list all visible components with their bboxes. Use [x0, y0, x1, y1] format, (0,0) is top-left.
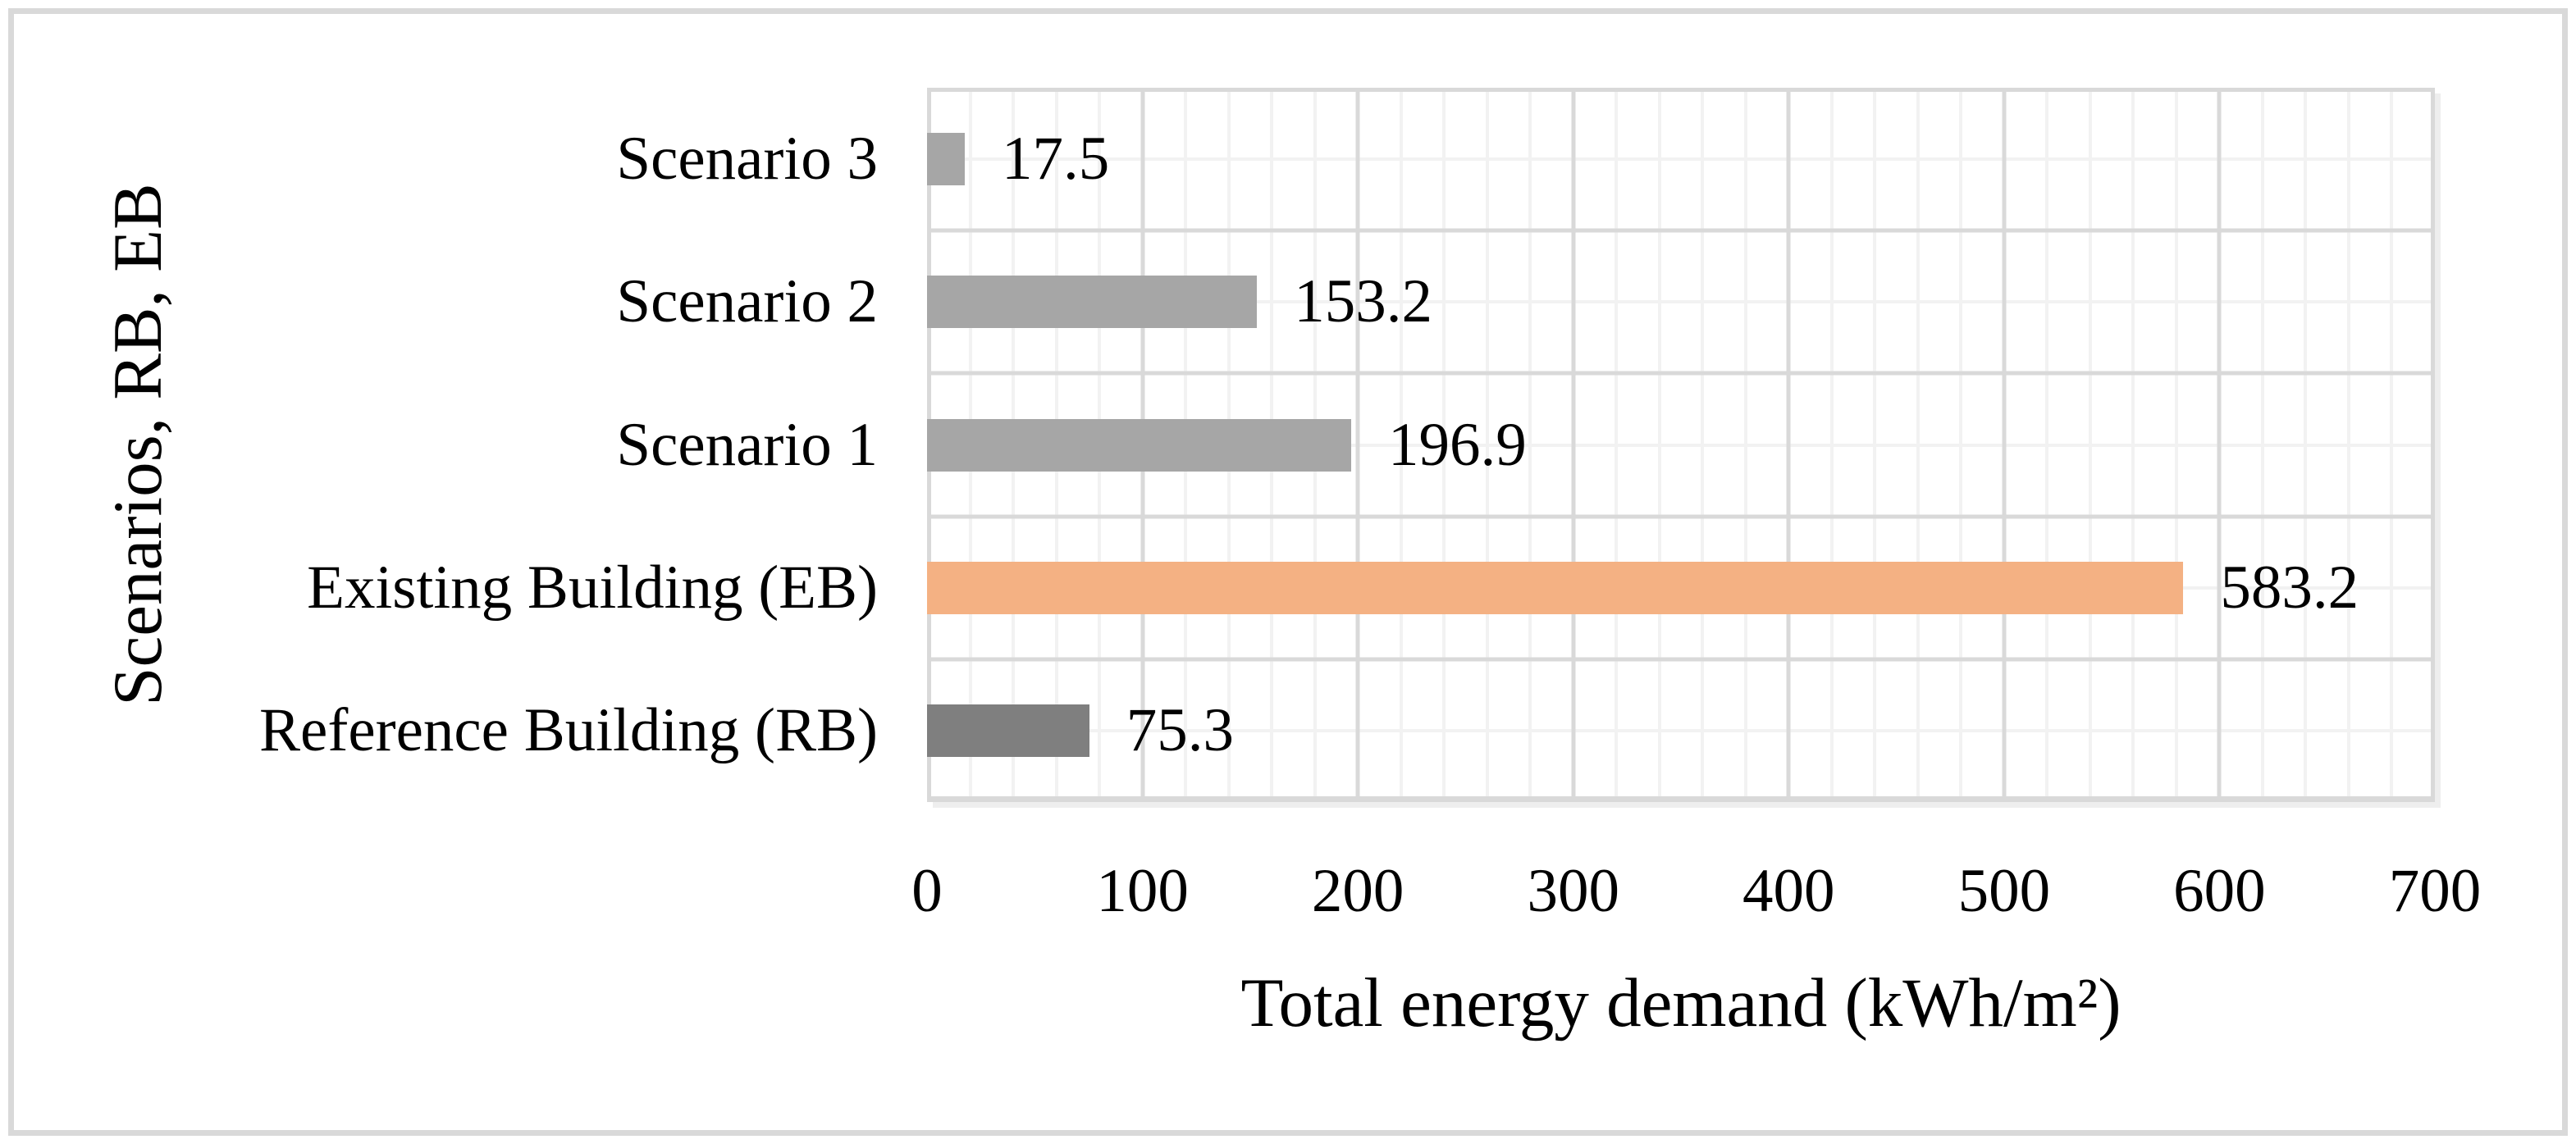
- major-horizontal-gridline: [927, 514, 2435, 519]
- x-tick-label-100: 100: [1096, 857, 1189, 925]
- major-horizontal-gridline: [927, 657, 2435, 662]
- category-label-scenario-3: Scenario 3: [616, 125, 878, 194]
- minor-horizontal-gridline: [927, 157, 2435, 162]
- x-tick-label-500: 500: [1957, 857, 2051, 925]
- major-vertical-gridline: [2431, 88, 2435, 802]
- major-vertical-gridline: [2217, 88, 2222, 802]
- category-label-scenario-1: Scenario 1: [616, 410, 878, 479]
- bar-scenario-2: [927, 276, 1258, 329]
- value-label: 583.2: [2220, 553, 2359, 622]
- major-vertical-gridline: [2002, 88, 2007, 802]
- category-label-existing-building-eb: Existing Building (EB): [307, 553, 878, 622]
- major-horizontal-gridline: [927, 796, 2435, 802]
- major-horizontal-gridline: [927, 228, 2435, 233]
- value-label: 196.9: [1388, 410, 1527, 479]
- minor-horizontal-gridline: [927, 300, 2435, 304]
- x-tick-label-400: 400: [1742, 857, 1835, 925]
- bar-reference-building-rb: [927, 704, 1089, 757]
- x-tick-label-700: 700: [2388, 857, 2482, 925]
- x-axis-title: Total energy demand (kWh/m²): [1240, 964, 2122, 1041]
- category-label-scenario-2: Scenario 2: [616, 267, 878, 336]
- bar-scenario-3: [927, 133, 965, 186]
- minor-horizontal-gridline: [927, 443, 2435, 447]
- major-vertical-gridline: [1571, 88, 1576, 802]
- major-horizontal-gridline: [927, 371, 2435, 376]
- bar-scenario-1: [927, 418, 1351, 472]
- value-label: 17.5: [1001, 125, 1110, 194]
- major-horizontal-gridline: [927, 88, 2435, 92]
- minor-horizontal-gridline: [927, 728, 2435, 732]
- category-label-reference-building-rb: Reference Building (RB): [259, 695, 878, 764]
- bar-existing-building-eb: [927, 561, 2184, 614]
- x-tick-label-300: 300: [1527, 857, 1619, 925]
- value-label: 153.2: [1294, 267, 1432, 336]
- plot-area: 17.5 153.2 196.9 583.2 75.3: [927, 88, 2435, 802]
- major-vertical-gridline: [1355, 88, 1360, 802]
- x-tick-label-0: 0: [911, 857, 943, 925]
- major-vertical-gridline: [1786, 88, 1791, 802]
- value-label: 75.3: [1126, 695, 1234, 764]
- x-tick-label-200: 200: [1311, 857, 1404, 925]
- x-tick-label-600: 600: [2173, 857, 2266, 925]
